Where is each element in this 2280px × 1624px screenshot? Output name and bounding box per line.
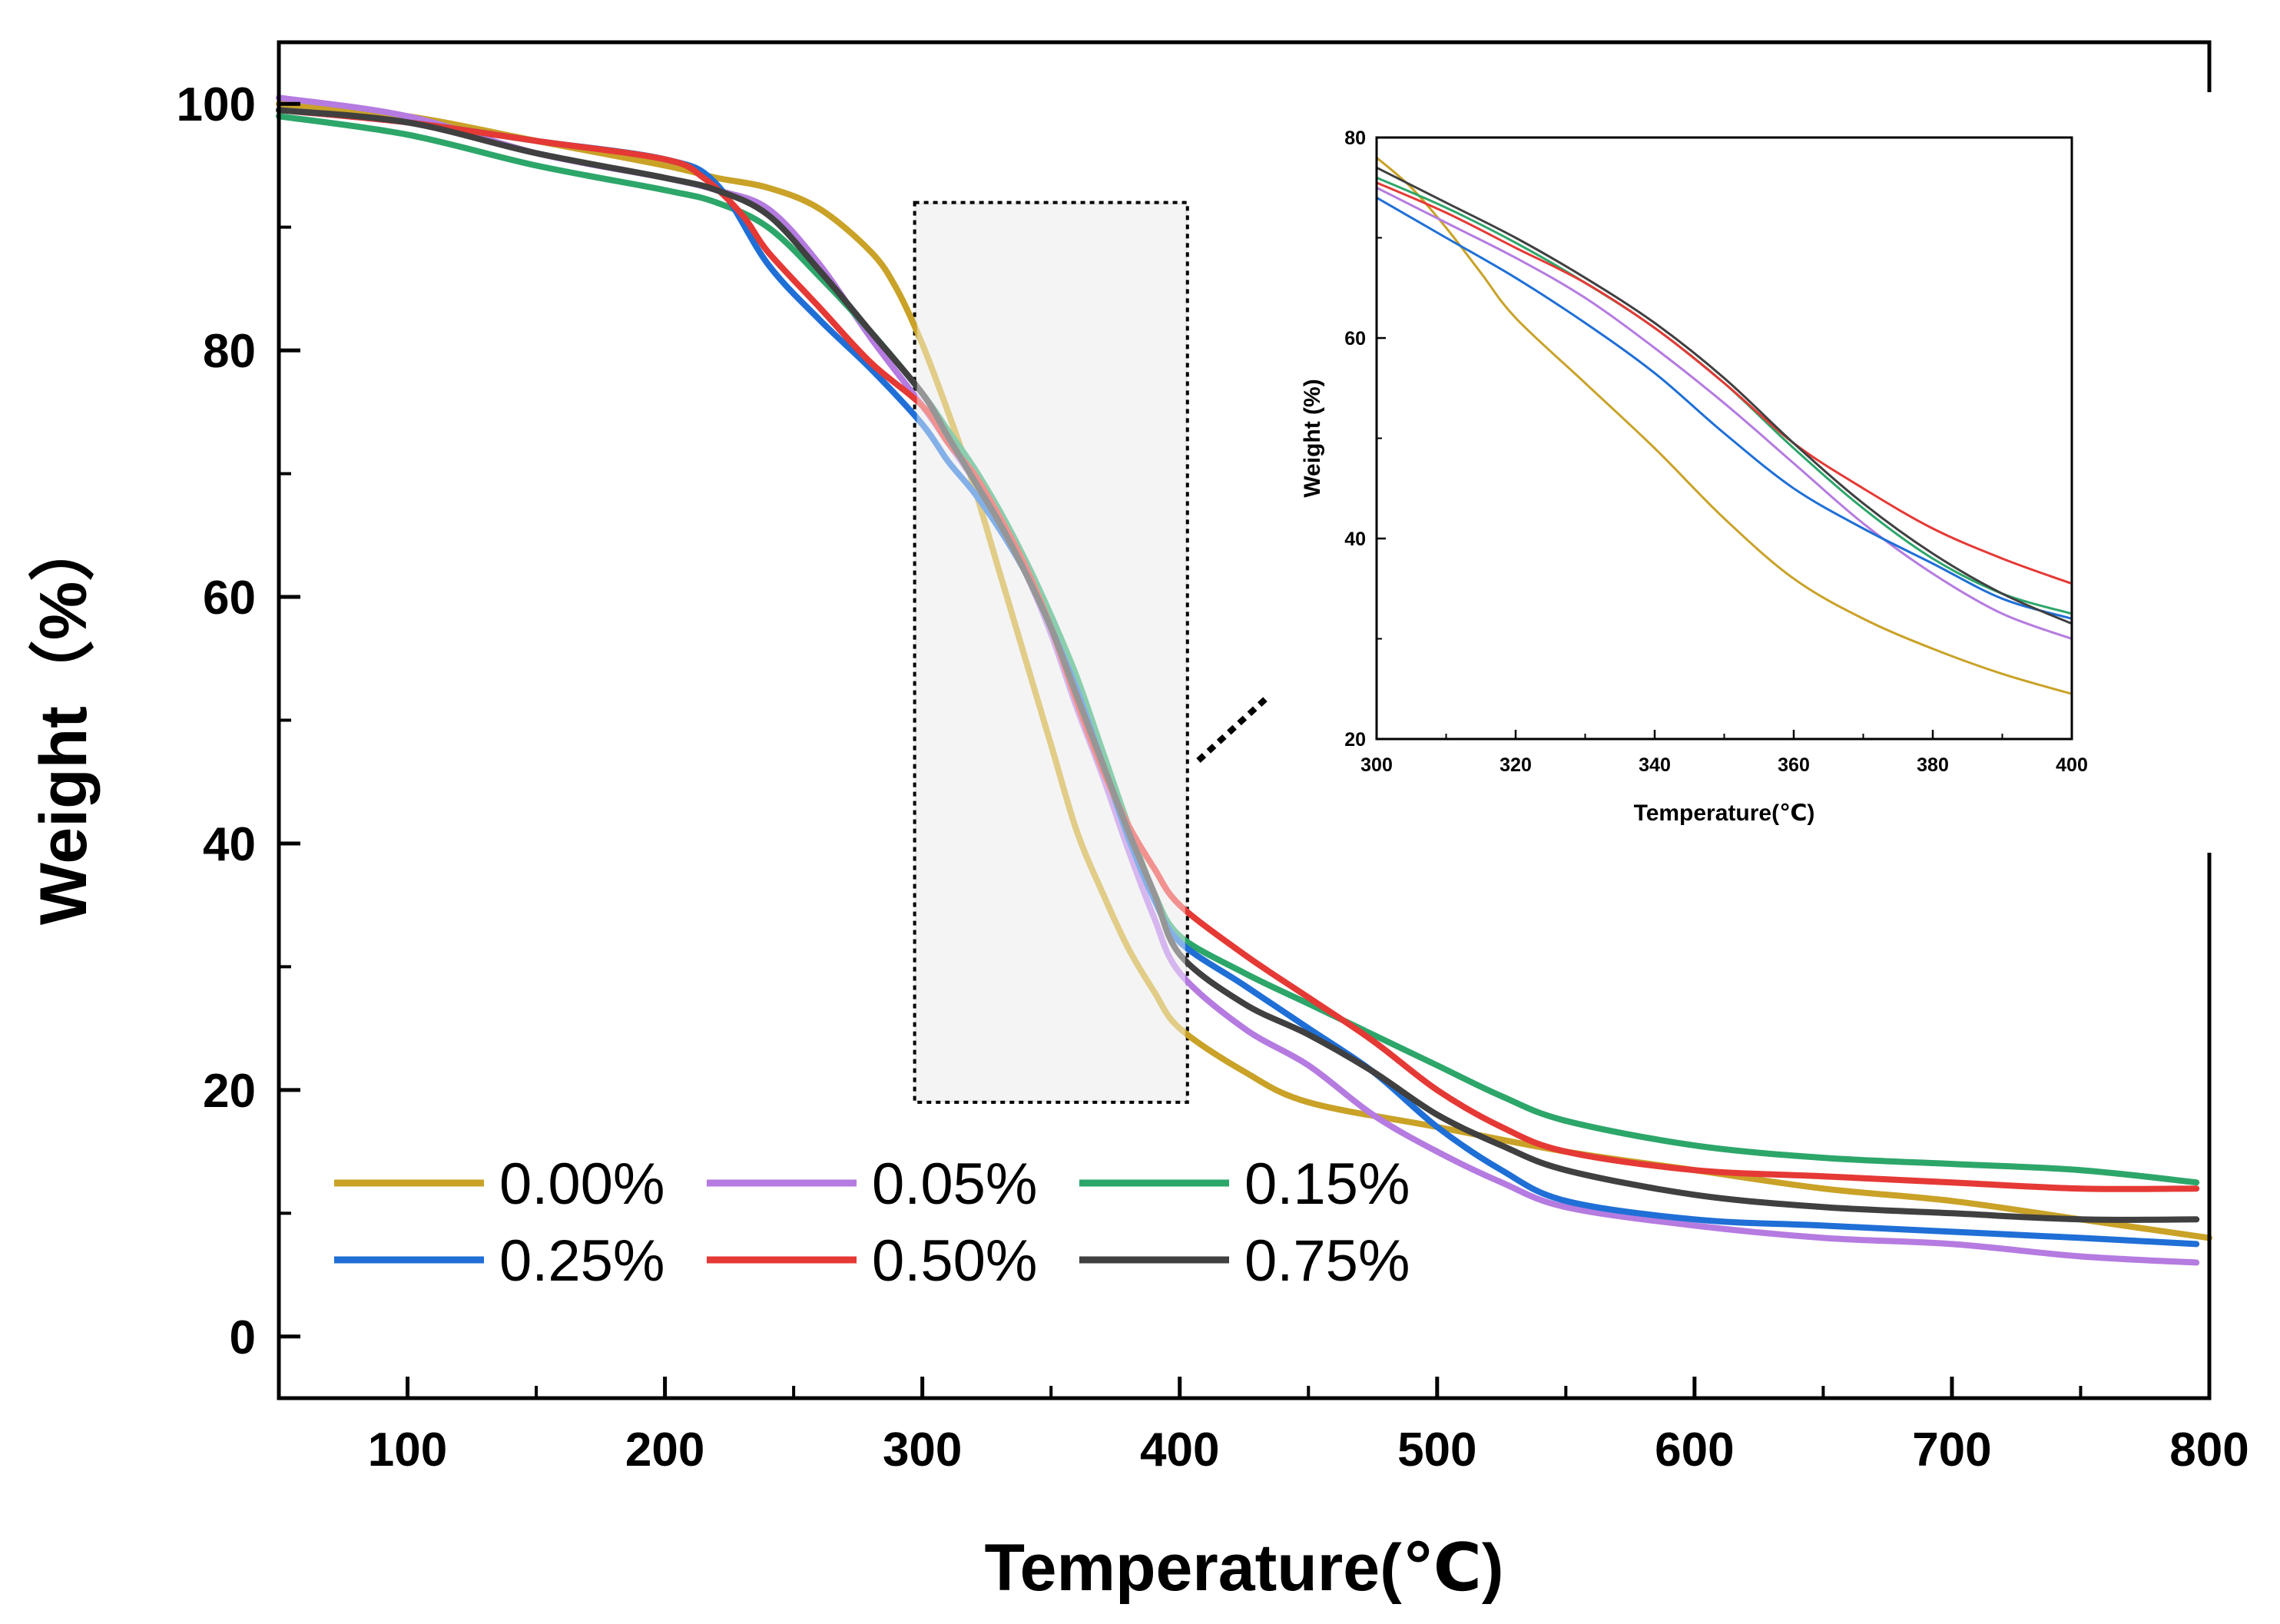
inset-plot: 300 320 340 360 380 400 20 40 60 80 Temperature(℃)… [1268, 92, 2212, 853]
inset-y-tick-label: 20 [1344, 729, 1366, 751]
inset-y-tick-label: 60 [1344, 328, 1366, 350]
x-tick-label: 100 [368, 1423, 447, 1477]
inset-y-axis-title: Weight (%) [1300, 379, 1325, 497]
series-line-5 [276, 107, 2200, 1223]
inset-x-tick-label: 300 [1360, 754, 1393, 776]
legend-item: 0.75% [1079, 1228, 1410, 1294]
legend-label: 0.75% [1244, 1228, 1410, 1294]
zoom-region [913, 201, 1189, 1104]
x-tick-label: 200 [625, 1423, 704, 1477]
inset-x-tick-label: 400 [2056, 754, 2088, 776]
y-tick-label: 100 [177, 78, 256, 131]
legend-item: 0.15% [1079, 1152, 1410, 1217]
inset-series [1377, 156, 2072, 695]
inset-series-line-1 [1377, 186, 2072, 640]
zoom-region-overlay [916, 204, 1185, 1100]
x-tick-label: 600 [1655, 1423, 1734, 1477]
inset-background [1268, 92, 2212, 853]
x-tick-label: 800 [2169, 1423, 2249, 1477]
inset-x-tick-label: 360 [1778, 754, 1810, 776]
legend-label: 0.50% [872, 1228, 1038, 1294]
inset-x-axis-title: Temperature(℃) [1634, 800, 1815, 826]
y-tick-label: 20 [203, 1065, 256, 1118]
legend-item: 0.25% [334, 1228, 665, 1294]
inset-y-tick-label: 80 [1344, 128, 1366, 149]
legend-label: 0.15% [1244, 1152, 1410, 1217]
inset-x-tick-label: 320 [1500, 754, 1532, 776]
inset-x-tick-label: 380 [1917, 754, 1949, 776]
x-tick-label: 700 [1912, 1423, 1991, 1477]
y-tick-label: 0 [230, 1311, 256, 1364]
legend-label: 0.25% [499, 1228, 665, 1294]
y-tick-label: 60 [203, 572, 256, 625]
inset-y-tick-label: 40 [1344, 529, 1366, 550]
x-tick-label: 300 [883, 1423, 962, 1477]
inset-series-line-5 [1377, 166, 2072, 625]
legend-label: 0.05% [872, 1152, 1038, 1217]
y-tick-label: 80 [203, 325, 256, 378]
legend: 0.00% 0.05% 0.15% 0.25% 0.50% 0.75% [334, 1152, 1410, 1294]
legend-item: 0.50% [707, 1228, 1038, 1294]
legend-label: 0.00% [499, 1152, 665, 1217]
y-axis-title: Weight（%） [27, 515, 101, 926]
legend-item: 0.00% [334, 1152, 665, 1217]
series-line-2 [276, 113, 2200, 1186]
x-axis-title: Temperature(℃) [985, 1531, 1504, 1605]
inset-series-line-4 [1377, 181, 2072, 585]
legend-item: 0.05% [707, 1152, 1038, 1217]
y-tick-label: 40 [203, 818, 256, 871]
inset-series-line-0 [1377, 156, 2072, 695]
inset-series-line-3 [1377, 197, 2072, 620]
inset-x-tick-label: 340 [1639, 754, 1671, 776]
x-tick-label: 500 [1397, 1423, 1476, 1477]
main-plot: 100 200 300 400 500 600 700 800 0 20 40 60 80 100 Temp… [27, 40, 2249, 1605]
x-tick-label: 400 [1140, 1423, 1219, 1477]
